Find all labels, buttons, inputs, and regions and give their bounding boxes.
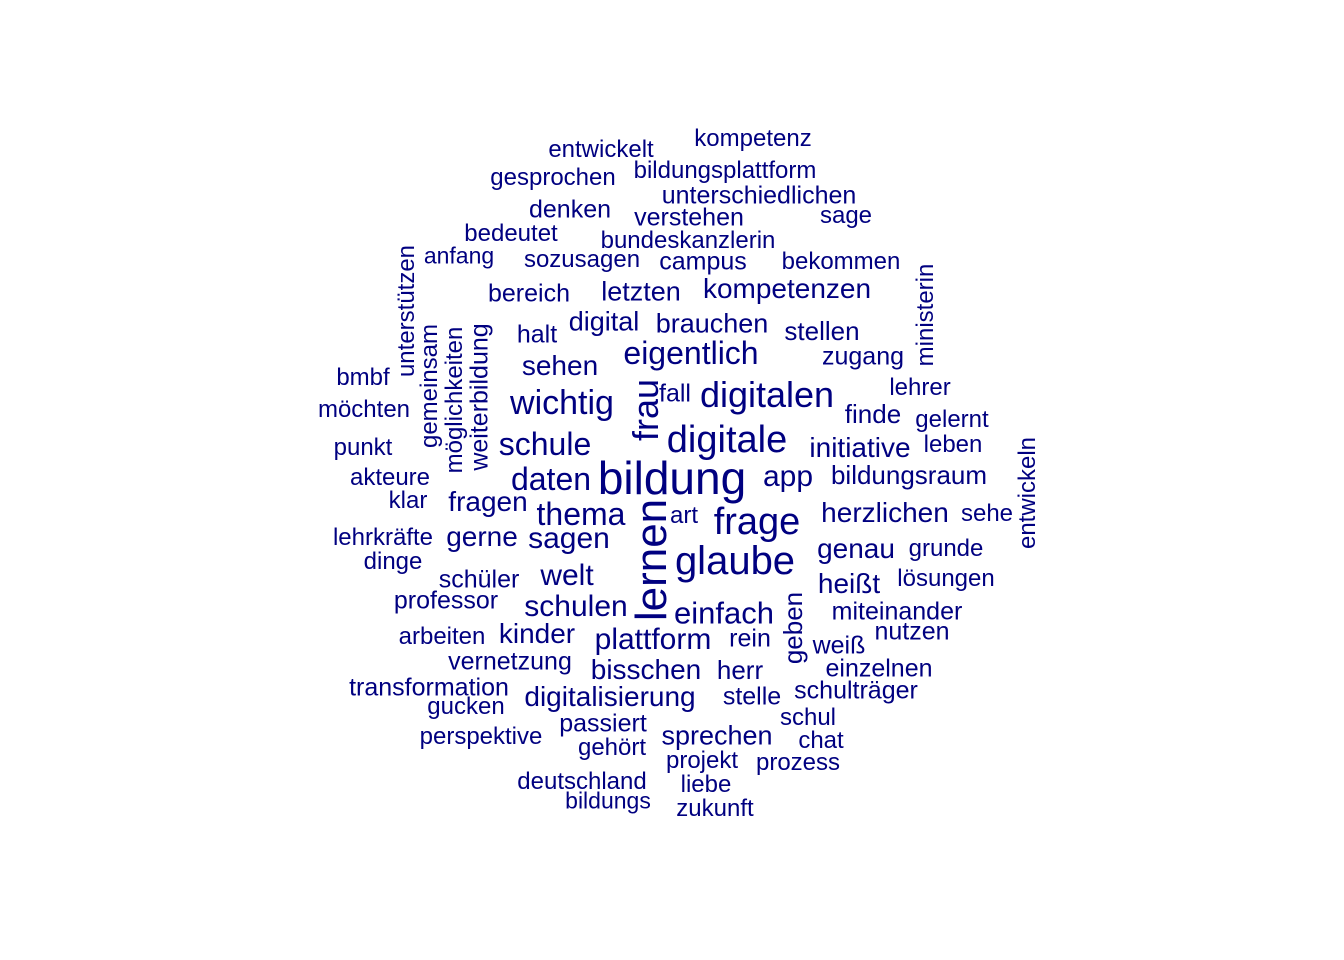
word: klar bbox=[388, 487, 428, 514]
word: thema bbox=[536, 496, 626, 532]
word: halt bbox=[516, 320, 558, 349]
word: prozess bbox=[755, 749, 841, 776]
word: gucken bbox=[427, 693, 505, 720]
word: app bbox=[762, 460, 814, 493]
word: sage bbox=[819, 202, 873, 229]
word: miteinander bbox=[831, 597, 963, 626]
word: sehe bbox=[960, 500, 1014, 527]
word: vernetzung bbox=[448, 647, 572, 676]
word: sagen bbox=[528, 522, 610, 555]
word: ministerin bbox=[912, 263, 939, 367]
word: unterschiedlichen bbox=[661, 181, 857, 210]
word: plattform bbox=[594, 623, 712, 656]
word: punkt bbox=[333, 434, 393, 461]
word: schüler bbox=[438, 565, 520, 594]
word: schul bbox=[779, 704, 837, 731]
word: bereich bbox=[488, 279, 570, 308]
word: lehrkräfte bbox=[332, 524, 434, 551]
word: lösungen bbox=[897, 565, 995, 592]
word: kinder bbox=[498, 618, 576, 649]
word: sprechen bbox=[661, 720, 773, 751]
word: gelernt bbox=[915, 406, 989, 433]
word: sozusagen bbox=[523, 246, 641, 273]
word: deutschland bbox=[517, 768, 647, 795]
word: dinge bbox=[363, 548, 423, 575]
word: entwickeln bbox=[1014, 436, 1041, 550]
word: fragen bbox=[448, 486, 528, 517]
word: glaube bbox=[674, 539, 796, 583]
word: finde bbox=[844, 399, 902, 429]
word: denken bbox=[528, 195, 612, 224]
word: sehen bbox=[521, 350, 599, 381]
word: anfang bbox=[423, 242, 495, 269]
word: fall bbox=[659, 379, 691, 408]
word: schulen bbox=[524, 590, 628, 623]
word: chat bbox=[798, 727, 844, 754]
word: geben bbox=[778, 591, 808, 665]
word: zugang bbox=[821, 342, 905, 371]
word: gesprochen bbox=[490, 164, 616, 191]
word: leben bbox=[923, 431, 983, 458]
word: initiative bbox=[809, 432, 911, 463]
word: bildungsraum bbox=[830, 460, 988, 490]
word: brauchen bbox=[655, 308, 769, 339]
word: möglichkeiten bbox=[441, 326, 468, 474]
word: arbeiten bbox=[398, 623, 486, 650]
word: bedeutet bbox=[464, 220, 558, 247]
word: welt bbox=[540, 559, 594, 592]
word: bildungsplattform bbox=[633, 157, 817, 184]
word: digitalisierung bbox=[524, 681, 696, 712]
word: bisschen bbox=[590, 654, 702, 685]
word: perspektive bbox=[419, 723, 543, 750]
word: rein bbox=[729, 624, 771, 653]
word: professor bbox=[393, 586, 499, 615]
word: stellen bbox=[784, 316, 860, 346]
word: weiterbildung bbox=[465, 323, 494, 471]
word: grunde bbox=[908, 535, 984, 562]
word: gemeinsam bbox=[416, 323, 443, 449]
word: akteure bbox=[349, 464, 431, 491]
word: zukunft bbox=[676, 795, 754, 822]
word: schulträger bbox=[794, 676, 918, 705]
word: digitale bbox=[666, 419, 788, 461]
word: gehört bbox=[577, 734, 647, 761]
word: bildung bbox=[597, 452, 747, 504]
word: letzten bbox=[601, 276, 681, 307]
word: lehrer bbox=[889, 374, 951, 401]
word: einzelnen bbox=[825, 654, 933, 683]
word: möchten bbox=[317, 396, 411, 423]
word: stelle bbox=[722, 682, 782, 711]
word: liebe bbox=[680, 771, 732, 798]
word: digital bbox=[568, 306, 640, 337]
word: art bbox=[669, 502, 699, 529]
word: transformation bbox=[349, 673, 509, 702]
word: frage bbox=[713, 501, 801, 543]
word: eigentlich bbox=[623, 335, 759, 371]
word: wichtig bbox=[510, 384, 614, 422]
word: kompetenzen bbox=[702, 273, 872, 304]
word: lernen bbox=[627, 498, 676, 622]
word: entwickelt bbox=[548, 136, 654, 163]
word: verstehen bbox=[634, 203, 744, 232]
word: daten bbox=[510, 461, 592, 497]
word: herr bbox=[716, 655, 764, 685]
word: gerne bbox=[446, 521, 518, 552]
word: heißt bbox=[817, 568, 881, 599]
word: bildungs bbox=[565, 787, 651, 814]
word: weiß bbox=[812, 631, 866, 660]
word: kompetenz bbox=[694, 125, 812, 152]
word: passiert bbox=[559, 709, 647, 738]
word: campus bbox=[659, 247, 747, 276]
word: digitalen bbox=[699, 374, 835, 415]
word: bmbf bbox=[336, 364, 390, 391]
word: herzlichen bbox=[821, 497, 949, 528]
word: projekt bbox=[665, 747, 739, 774]
word: bundeskanzlerin bbox=[600, 227, 776, 254]
word: nutzen bbox=[874, 617, 950, 646]
word: bekommen bbox=[781, 248, 901, 275]
word: genau bbox=[817, 533, 895, 564]
word: einfach bbox=[674, 595, 774, 631]
word: schule bbox=[498, 426, 592, 462]
